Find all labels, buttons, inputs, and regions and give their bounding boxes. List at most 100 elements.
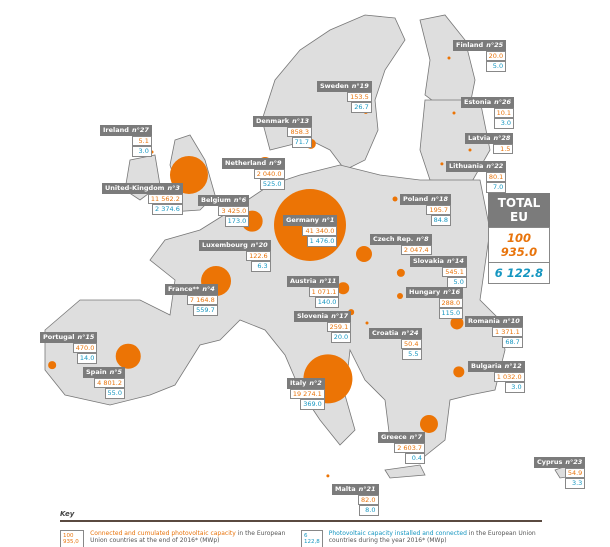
map-key: Key 100 935,0 Connected and cumulated ph…: [60, 510, 542, 547]
installed-value: 7.0: [486, 182, 507, 193]
country-name: United-Kingdom: [105, 184, 165, 192]
bubble-hungary: [397, 293, 403, 299]
installed-value: 8.0: [358, 505, 379, 516]
installed-value: 55.0: [104, 388, 125, 399]
installed-value: 5.0: [446, 277, 467, 288]
country-values: 2 603.7 0.4: [378, 442, 426, 464]
country-rank: n°26: [494, 98, 512, 106]
country-label-ireland: Ireland n°27 5.1 3.0: [100, 125, 152, 157]
country-label-finland: Finland n°25 20.0 5.0: [453, 40, 507, 72]
cumulated-value: 2 040.0: [253, 168, 285, 179]
country-rank: n°11: [319, 277, 337, 285]
country-name-tag: Slovakia n°14: [410, 256, 467, 267]
country-name: Portugal: [43, 333, 75, 341]
key-installed: 6 122,8 Photovoltaic capacity installed …: [301, 530, 542, 547]
country-name: Ireland: [103, 126, 129, 134]
country-name-tag: Slovenia n°17: [294, 311, 352, 322]
installed-value: 1 476.0: [306, 236, 338, 247]
country-label-lithuania: Lithuania n°22 80.1 7.0: [446, 161, 507, 193]
country-values: 1 371.1 68.7: [465, 326, 523, 348]
country-name-tag: Luxembourg n°20: [199, 240, 271, 251]
country-name: Lithuania: [449, 162, 484, 170]
country-rank: n°10: [502, 317, 520, 325]
country-rank: n°3: [167, 184, 180, 192]
country-label-italy: Italy n°2 19 274.1 369.0: [287, 378, 325, 410]
installed-value: 173.0: [224, 216, 250, 227]
country-values: 41 340.0 1 476.0: [283, 225, 338, 247]
country-values: 1 071.1 140.0: [287, 286, 340, 308]
cumulated-value: 7 164.8: [186, 294, 218, 305]
cumulated-value: 80.1: [485, 171, 507, 182]
country-name-tag: Romania n°10: [465, 316, 523, 327]
cumulated-value: 20.0: [485, 50, 507, 61]
country-values: 288.0 115.0: [406, 297, 464, 319]
country-label-spain: Spain n°5 4 801.2 55.0: [83, 367, 125, 399]
bubble-romania: [450, 316, 464, 330]
country-name-tag: Latvia n°28: [465, 133, 514, 144]
cumulated-value: 4 801.2: [94, 377, 125, 388]
country-values: 122.6 6.3: [199, 250, 271, 272]
installed-value: 369.0: [300, 399, 325, 410]
country-name: Cyprus: [537, 458, 563, 466]
bubble-slovakia: [396, 268, 406, 278]
cumulated-value: 3 425.0: [218, 205, 250, 216]
country-values: 259.1 20.0: [294, 321, 352, 343]
country-name-tag: Estonia n°26: [461, 97, 515, 108]
country-values: 858.3 71.7: [253, 126, 313, 148]
country-name: France**: [168, 285, 200, 293]
key-cumulated-description: Connected and cumulated photovoltaic cap…: [90, 530, 301, 544]
cumulated-value: 259.1: [326, 321, 352, 332]
country-name-tag: Hungary n°16: [406, 287, 464, 298]
country-rank: n°27: [131, 126, 149, 134]
installed-value: 2 374.6: [152, 204, 183, 215]
installed-value: 14.0: [76, 353, 98, 364]
cumulated-value: 470.0: [72, 342, 98, 353]
country-label-united-kingdom: United-Kingdom n°3 11 562.2 2 374.6: [102, 183, 183, 215]
cumulated-value: 1 371.1: [492, 326, 523, 337]
country-name: Hungary: [409, 288, 441, 296]
bubble-lithuania: [440, 162, 444, 166]
country-label-romania: Romania n°10 1 371.1 68.7: [465, 316, 523, 348]
country-name-tag: Ireland n°27: [100, 125, 152, 136]
cumulated-value: 10.1: [493, 107, 515, 118]
key-installed-description: Photovoltaic capacity installed and conn…: [329, 530, 542, 544]
country-values: 80.1 7.0: [446, 171, 507, 193]
bubble-latvia: [468, 148, 472, 152]
country-label-estonia: Estonia n°26 10.1 3.0: [461, 97, 515, 129]
cumulated-value: 153.5: [347, 91, 372, 102]
country-values: 2 040.0 525.0: [222, 168, 285, 190]
country-rank: n°4: [202, 285, 215, 293]
country-name: Belgium: [201, 196, 231, 204]
country-name-tag: Spain n°5: [83, 367, 125, 378]
country-rank: n°13: [292, 117, 310, 125]
country-name-tag: Belgium n°6: [198, 195, 250, 206]
country-name-tag: Malta n°21: [332, 484, 379, 495]
key-installed-highlight: Photovoltaic capacity installed and conn…: [328, 530, 467, 537]
country-label-belgium: Belgium n°6 3 425.0 173.0: [198, 195, 250, 227]
bubble-greece: [419, 414, 439, 434]
country-values: 2 047.4: [370, 244, 432, 255]
country-name-tag: Netherland n°9: [222, 158, 285, 169]
country-rank: n°28: [493, 134, 511, 142]
cumulated-value: 41 340.0: [302, 225, 338, 236]
country-rank: n°9: [269, 159, 282, 167]
crete-shape: [384, 464, 426, 479]
country-name-tag: Portugal n°15: [40, 332, 98, 343]
cumulated-value: 19 274.1: [289, 388, 325, 399]
country-rank: n°24: [401, 329, 419, 337]
country-name-tag: Croatia n°24: [369, 328, 422, 339]
country-rank: n°2: [309, 379, 322, 387]
bubble-croatia: [365, 321, 369, 325]
country-rank: n°7: [409, 433, 423, 441]
installed-value: 140.0: [314, 297, 340, 308]
cumulated-value: 288.0: [438, 297, 464, 308]
country-label-france: France** n°4 7 164.8 559.7: [165, 284, 218, 316]
key-cumulated-highlight: Connected and cumulated photovoltaic cap…: [90, 530, 236, 537]
cumulated-value: 82.0: [358, 494, 379, 505]
country-rank: n°12: [504, 362, 522, 370]
installed-value: 525.0: [259, 179, 285, 190]
total-eu-title: TOTAL EU: [488, 193, 550, 227]
cumulated-value: 2 603.7: [394, 442, 426, 453]
bubble-bulgaria: [453, 366, 465, 378]
